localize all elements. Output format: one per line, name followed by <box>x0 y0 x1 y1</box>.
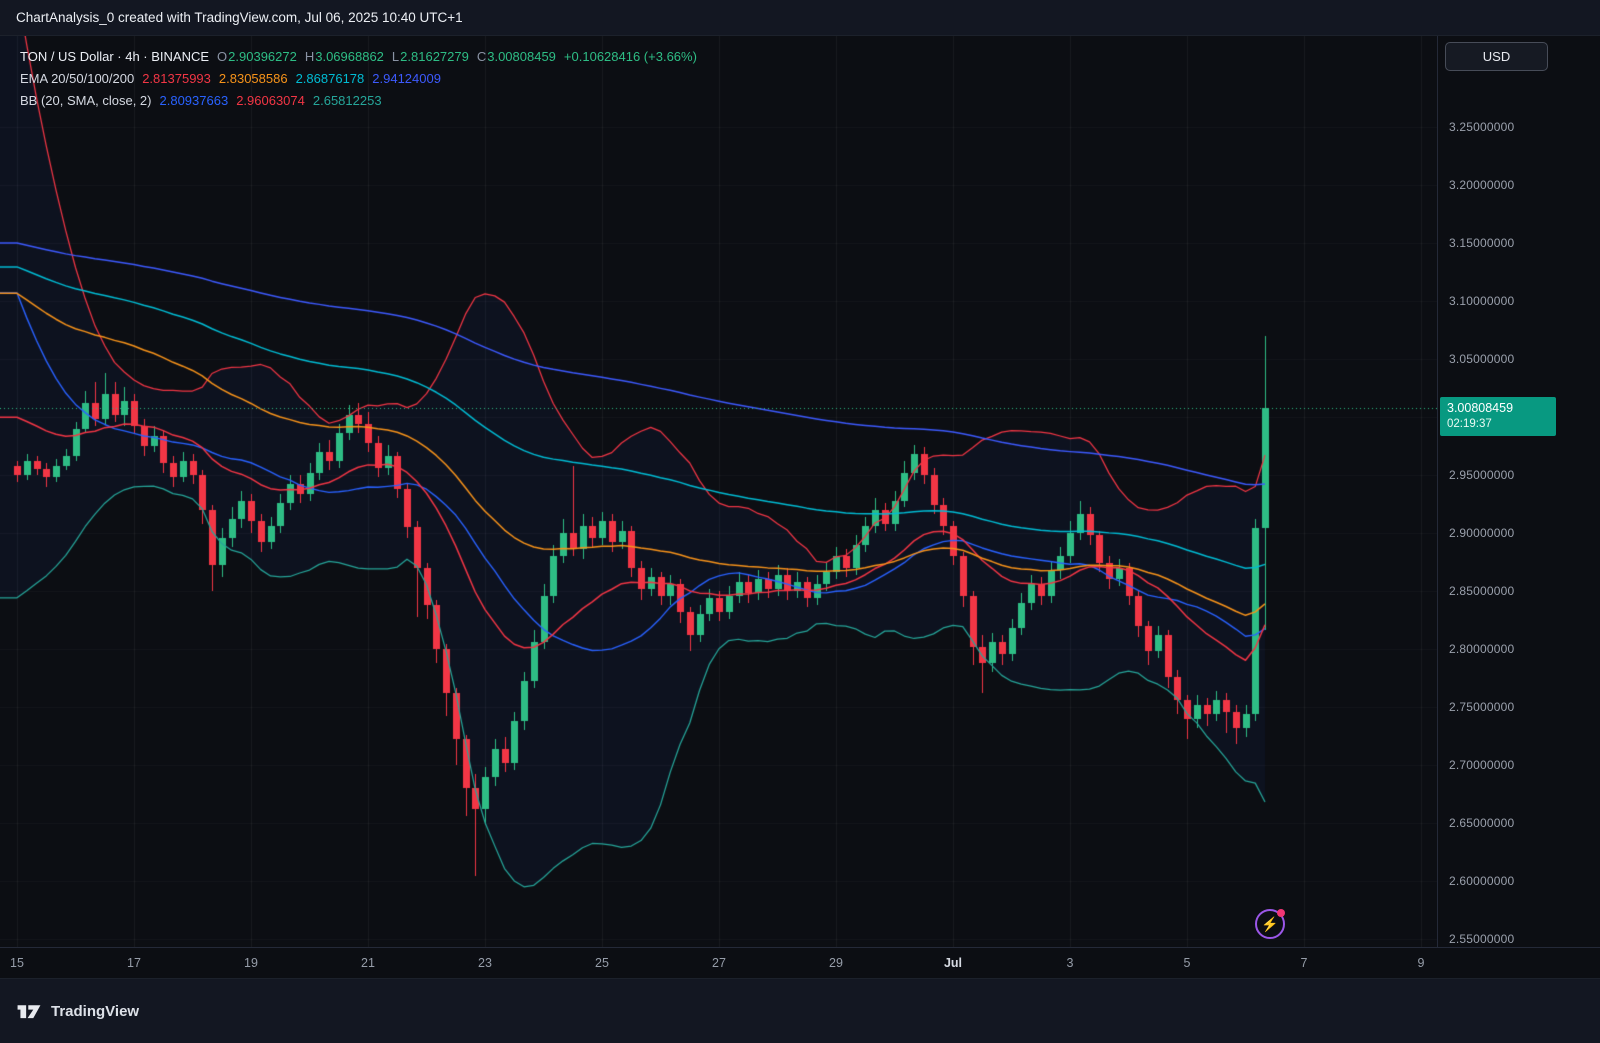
time-axis-label: 9 <box>1417 956 1425 970</box>
chart-area: TON / US Dollar · 4h · BINANCE O 2.90396… <box>0 36 1600 947</box>
time-axis[interactable]: 15 17 19 21 23 25 27 29 Jul 3 5 7 9 <box>0 947 1600 978</box>
ohlc-open-value: 2.90396272 <box>228 48 297 64</box>
price-axis-label: 3.05000000 <box>1449 352 1515 366</box>
price-axis-label: 3.25000000 <box>1449 120 1515 134</box>
ohlc-low-value: 2.81627279 <box>400 48 469 64</box>
price-chart[interactable] <box>0 36 1437 947</box>
bb-upper-value: 2.96063074 <box>236 92 305 108</box>
flash-button[interactable]: ⚡ <box>1255 909 1285 939</box>
ohlc-close: C 3.00808459 <box>476 48 556 64</box>
price-axis-label: 3.10000000 <box>1449 294 1515 308</box>
tradingview-logo[interactable] <box>16 1001 42 1021</box>
time-axis-label: 23 <box>478 956 492 970</box>
price-axis-label: 2.55000000 <box>1449 932 1515 946</box>
price-axis-label: 2.95000000 <box>1449 468 1515 482</box>
price-axis-label: 2.60000000 <box>1449 874 1515 888</box>
currency-button[interactable]: USD <box>1445 42 1548 71</box>
ohlc-low: L 2.81627279 <box>391 48 469 64</box>
time-axis-label: 3 <box>1066 956 1074 970</box>
price-axis-label: 2.65000000 <box>1449 816 1515 830</box>
topbar-title: ChartAnalysis_0 created with TradingView… <box>16 10 463 25</box>
time-axis-label: 25 <box>595 956 609 970</box>
time-axis-label: 27 <box>712 956 726 970</box>
time-axis-label: 15 <box>10 956 24 970</box>
price-axis-label: 2.70000000 <box>1449 758 1515 772</box>
last-price-label: 3.00808459 02:19:37 <box>1440 396 1556 436</box>
last-price-value: 3.00808459 <box>1447 400 1514 415</box>
time-axis-label: 17 <box>127 956 141 970</box>
price-axis-label: 2.80000000 <box>1449 642 1515 656</box>
ohlc-close-value: 3.00808459 <box>487 48 556 64</box>
bb-label[interactable]: BB (20, SMA, close, 2) <box>20 92 152 108</box>
time-axis-label: 29 <box>829 956 843 970</box>
bb-basis-value: 2.80937663 <box>159 92 229 108</box>
topbar: ChartAnalysis_0 created with TradingView… <box>0 0 1600 36</box>
symbol-title[interactable]: TON / US Dollar · 4h · BINANCE <box>20 48 210 64</box>
change-value: +0.10628416 (+3.66%) <box>563 48 697 64</box>
countdown-value: 02:19:37 <box>1447 417 1492 430</box>
legend-ema-row: EMA 20/50/100/200 2.81375993 2.83058586 … <box>20 67 697 89</box>
legend-bb-row: BB (20, SMA, close, 2) 2.80937663 2.9606… <box>20 89 697 111</box>
flash-icon: ⚡ <box>1261 915 1279 932</box>
ohlc-high: H 3.06968862 <box>304 48 384 64</box>
bottombar: TradingView <box>0 978 1600 1043</box>
ema50-value: 2.83058586 <box>218 70 288 86</box>
legend-symbol-row: TON / US Dollar · 4h · BINANCE O 2.90396… <box>20 45 697 67</box>
ohlc-open: O 2.90396272 <box>217 48 297 64</box>
ohlc-high-value: 3.06968862 <box>315 48 384 64</box>
price-axis-label: 2.85000000 <box>1449 584 1515 598</box>
price-axis-label: 3.15000000 <box>1449 236 1515 250</box>
ema-label[interactable]: EMA 20/50/100/200 <box>20 70 135 86</box>
ema100-value: 2.86876178 <box>295 70 365 86</box>
price-axis-label: 3.20000000 <box>1449 178 1515 192</box>
time-axis-label: Jul <box>943 956 963 970</box>
time-axis-label: 5 <box>1183 956 1191 970</box>
brand-name[interactable]: TradingView <box>51 1002 140 1020</box>
bb-lower-value: 2.65812253 <box>312 92 382 108</box>
price-axis-label: 2.75000000 <box>1449 700 1515 714</box>
time-axis-label: 21 <box>361 956 375 970</box>
ema200-value: 2.94124009 <box>372 70 441 86</box>
price-axis-label: 2.90000000 <box>1449 526 1515 540</box>
time-axis-label: 19 <box>244 956 258 970</box>
price-axis[interactable]: USD 3.00808459 02:19:37 3.25000000 3.2000… <box>1437 36 1600 947</box>
legend: TON / US Dollar · 4h · BINANCE O 2.90396… <box>20 45 697 111</box>
time-axis-label: 7 <box>1300 956 1308 970</box>
ema20-value: 2.81375993 <box>142 70 211 86</box>
